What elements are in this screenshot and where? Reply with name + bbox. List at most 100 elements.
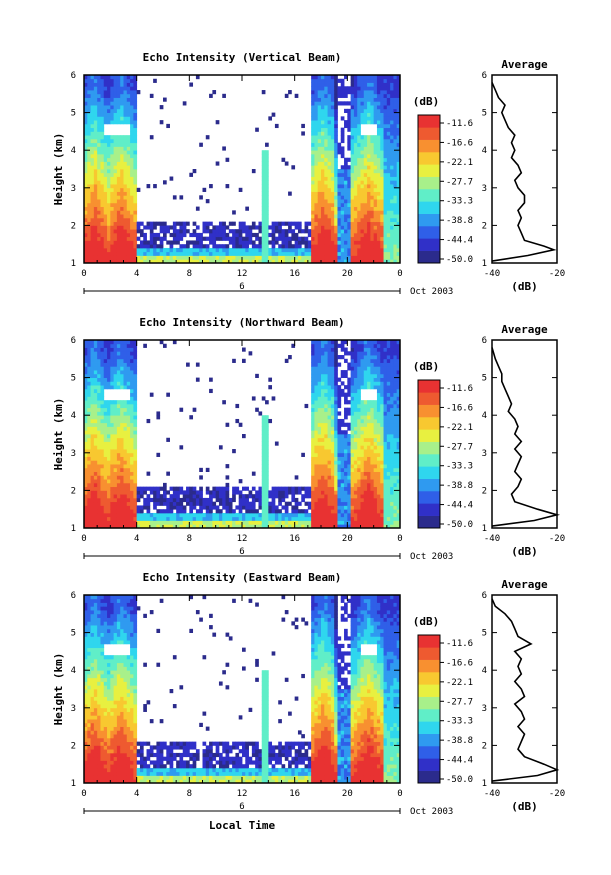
heat-cell xyxy=(93,180,98,185)
heat-cell xyxy=(90,232,95,238)
heat-cell xyxy=(93,415,98,420)
heat-cell xyxy=(321,90,325,95)
heat-cell xyxy=(133,524,138,529)
heat-cell xyxy=(100,434,105,439)
heat-cell xyxy=(100,138,105,144)
heat-cell xyxy=(317,247,322,253)
heat-cell xyxy=(133,426,138,431)
heat-cell xyxy=(116,370,121,375)
heat-cell xyxy=(116,165,121,170)
heat-cell xyxy=(317,415,322,420)
heat-cell xyxy=(255,225,259,230)
heat-cell xyxy=(113,415,118,420)
heat-cell xyxy=(357,176,361,181)
heat-cell xyxy=(294,240,299,245)
heat-cell xyxy=(344,437,348,442)
heat-cell xyxy=(344,373,348,378)
heat-cell xyxy=(192,486,197,491)
heat-cell xyxy=(126,120,131,125)
heat-cell xyxy=(133,146,138,151)
heat-cell xyxy=(360,422,365,427)
heat-cell xyxy=(340,490,345,495)
average-y-tick-label: 2 xyxy=(482,221,487,231)
heat-cell xyxy=(123,195,128,200)
heat-cell xyxy=(311,385,315,390)
heat-cell xyxy=(317,422,322,427)
heat-cell xyxy=(390,127,394,132)
heat-cell xyxy=(242,524,246,529)
heat-cell xyxy=(97,392,101,397)
heat-cell xyxy=(116,385,121,390)
heat-cell xyxy=(321,377,325,382)
heat-cell xyxy=(337,377,342,382)
heat-cell xyxy=(113,494,118,499)
colorbar-tick-label: -11.6 xyxy=(446,119,473,129)
heat-cell xyxy=(376,247,381,253)
heat-cell xyxy=(317,146,322,151)
heat-cell xyxy=(353,161,358,166)
heat-cell xyxy=(386,176,391,181)
heat-cell xyxy=(202,221,207,226)
heat-cell xyxy=(317,403,322,409)
heat-cell xyxy=(390,101,394,106)
heat-cell xyxy=(373,108,378,113)
heat-cell xyxy=(100,358,105,363)
heat-cell xyxy=(261,184,266,189)
heat-cell xyxy=(357,195,361,200)
heat-cell xyxy=(357,501,361,506)
heat-cell xyxy=(393,180,398,185)
heat-cell xyxy=(133,161,138,166)
heat-cell xyxy=(340,452,345,457)
heat-cell xyxy=(367,199,371,204)
heat-cell xyxy=(133,449,138,454)
heat-cell xyxy=(182,524,187,529)
heat-cell xyxy=(186,259,190,264)
heat-cell xyxy=(166,259,170,264)
heat-cell xyxy=(334,460,338,465)
heat-cell xyxy=(133,456,138,461)
heat-cell xyxy=(350,516,355,521)
heat-cell xyxy=(344,494,348,499)
heat-cell xyxy=(380,206,384,211)
heat-cell xyxy=(84,221,88,226)
heat-cell xyxy=(311,407,315,412)
heat-cell xyxy=(192,524,197,529)
heat-cell xyxy=(265,255,269,260)
heat-cell xyxy=(311,343,315,348)
heat-cell xyxy=(87,475,91,480)
heat-cell xyxy=(261,187,266,192)
heat-cell xyxy=(139,516,144,521)
heat-cell xyxy=(274,512,279,518)
heat-cell xyxy=(360,467,365,472)
heat-cell xyxy=(146,501,151,506)
heat-cell xyxy=(317,232,322,238)
heat-cell xyxy=(116,191,121,196)
heat-cell xyxy=(186,497,190,503)
heat-cell xyxy=(126,82,131,87)
heat-cell xyxy=(344,199,348,204)
heat-cell xyxy=(284,259,289,264)
heat-cell xyxy=(327,244,332,249)
heat-cell xyxy=(350,486,355,491)
heat-cell xyxy=(317,411,322,416)
heat-cell xyxy=(291,221,296,226)
heat-cell xyxy=(324,479,328,484)
heat-cell xyxy=(265,191,269,196)
heat-cell xyxy=(189,516,194,521)
heat-cell xyxy=(116,400,121,405)
heat-cell xyxy=(126,214,131,219)
heat-cell xyxy=(248,259,253,264)
heat-cell xyxy=(97,236,101,241)
heat-cell xyxy=(327,112,332,117)
heat-cell xyxy=(107,490,111,495)
heat-cell xyxy=(123,108,128,113)
heat-cell xyxy=(261,255,266,260)
heat-cell xyxy=(347,475,352,480)
heat-cell xyxy=(344,210,348,215)
heat-cell xyxy=(330,456,335,461)
heat-cell xyxy=(294,225,299,230)
heat-cell xyxy=(130,366,134,371)
heat-cell xyxy=(274,229,279,234)
heat-cell xyxy=(350,373,355,378)
heat-cell xyxy=(344,221,348,226)
